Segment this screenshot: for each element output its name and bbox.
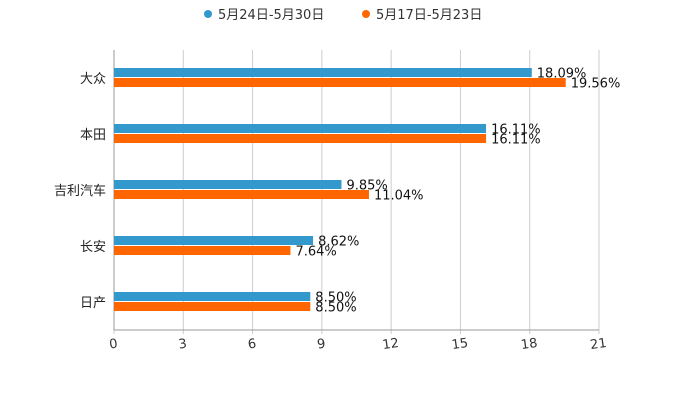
category-label: 长安 — [80, 240, 106, 255]
bar-series1[interactable] — [114, 180, 342, 189]
bar-series2[interactable] — [114, 134, 487, 143]
x-tick-label: 9 — [316, 337, 326, 353]
data-label: 18.09% — [537, 67, 587, 82]
data-label: 9.85% — [346, 179, 387, 194]
x-tick-label: 3 — [178, 337, 188, 353]
bar-series2[interactable] — [114, 190, 369, 199]
bar-series1[interactable] — [114, 124, 487, 133]
bars — [114, 68, 566, 311]
bar-series1[interactable] — [114, 236, 314, 245]
legend-label-series1[interactable]: 5月24日-5月30日 — [218, 8, 324, 23]
bar-series1[interactable] — [114, 68, 532, 77]
data-label: 16.11% — [491, 123, 541, 138]
data-label: 8.62% — [318, 235, 359, 250]
x-tick-label: 12 — [381, 336, 399, 353]
legend[interactable]: 5月24日-5月30日 5月17日-5月23日 — [204, 8, 482, 23]
data-label: 7.64% — [295, 245, 336, 260]
category-label: 大众 — [80, 72, 106, 87]
x-tick-label: 6 — [247, 337, 257, 353]
bar-series2[interactable] — [114, 302, 311, 311]
category-label: 本田 — [80, 128, 106, 143]
data-label: 11.04% — [374, 189, 424, 204]
data-label: 16.11% — [491, 133, 541, 148]
x-tick-label: 15 — [451, 336, 469, 353]
data-label: 8.50% — [315, 301, 356, 316]
legend-label-series2[interactable]: 5月17日-5月23日 — [376, 8, 482, 23]
bar-series2[interactable] — [114, 78, 566, 87]
legend-marker-series2[interactable] — [362, 10, 370, 18]
data-labels: 18.09%19.56% 16.11%16.11% 9.85%11.04% 8.62%… — [295, 67, 620, 316]
x-tick-label: 0 — [108, 337, 118, 353]
x-tick-label: 18 — [520, 336, 538, 353]
bar-series1[interactable] — [114, 292, 311, 301]
data-label: 8.50% — [315, 291, 356, 306]
legend-marker-series1[interactable] — [204, 10, 212, 18]
bar-series2[interactable] — [114, 246, 291, 255]
category-label: 日产 — [80, 296, 106, 311]
category-label: 吉利汽车 — [54, 183, 106, 199]
data-label: 19.56% — [571, 77, 621, 92]
x-tick-label: 21 — [589, 336, 607, 353]
